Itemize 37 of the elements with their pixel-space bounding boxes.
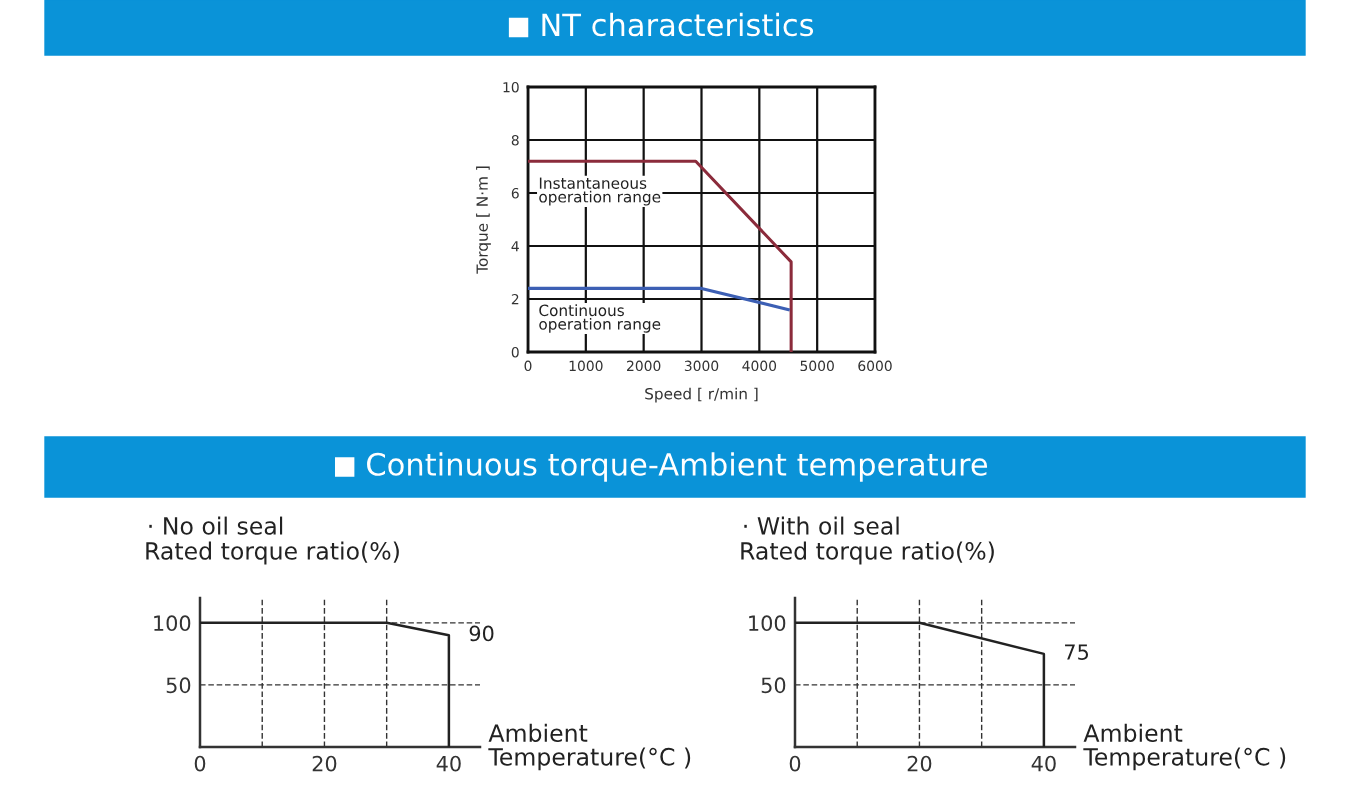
x-axis-title: Ambient Temperature(°C )	[488, 723, 691, 771]
y-tick-label: 50	[166, 677, 191, 694]
x-tick-label: 0	[524, 360, 532, 372]
y-axis-title: Rated torque ratio(%)	[146, 541, 399, 565]
x-tick-label: 40	[1031, 755, 1056, 772]
x-tick-label: 40	[436, 755, 461, 772]
x-axis-title: Ambient Temperature(°C )	[1083, 723, 1286, 771]
text: Continuous torque-Ambient temperature	[367, 452, 988, 482]
x-tick-label: 3000	[684, 360, 719, 372]
x-tick-label: 0	[789, 755, 801, 772]
x-tick-label: 5000	[800, 360, 834, 372]
x-tick-label: 0	[194, 755, 206, 772]
y-tick-label: 100	[154, 615, 191, 632]
y-axis-title: Torque [ N·m ]	[476, 166, 491, 274]
y-tick-label: 6	[511, 187, 519, 199]
y-axis-title: Rated torque ratio(%)	[741, 541, 994, 565]
x-tick-label: 20	[907, 755, 932, 772]
chart-subtitle: · With oil seal	[744, 516, 899, 535]
y-tick-label: 0	[511, 346, 519, 358]
y-tick-label: 4	[511, 241, 519, 252]
series-label: Continuous operation range	[539, 304, 661, 333]
x-tick-label: 6000	[858, 360, 892, 372]
y-tick-label: 10	[503, 81, 519, 93]
series-label: Instantaneous operation range	[539, 177, 661, 206]
chart-subtitle: · No oil seal	[149, 516, 283, 535]
y-tick-label: 50	[761, 677, 786, 694]
chart-title: NT characteristics	[542, 12, 814, 37]
y-tick-label: 8	[511, 134, 519, 146]
annotation: 75	[1065, 644, 1089, 660]
x-tick-label: 4000	[742, 360, 777, 372]
y-tick-label: 2	[511, 293, 519, 305]
x-tick-label: 1000	[569, 360, 603, 372]
x-axis-title: Speed [ r/min ]	[645, 387, 758, 403]
annotation: 90	[469, 625, 494, 642]
y-tick-label: 100	[749, 615, 786, 632]
x-tick-label: 20	[312, 755, 337, 772]
x-tick-label: 2000	[627, 360, 661, 372]
